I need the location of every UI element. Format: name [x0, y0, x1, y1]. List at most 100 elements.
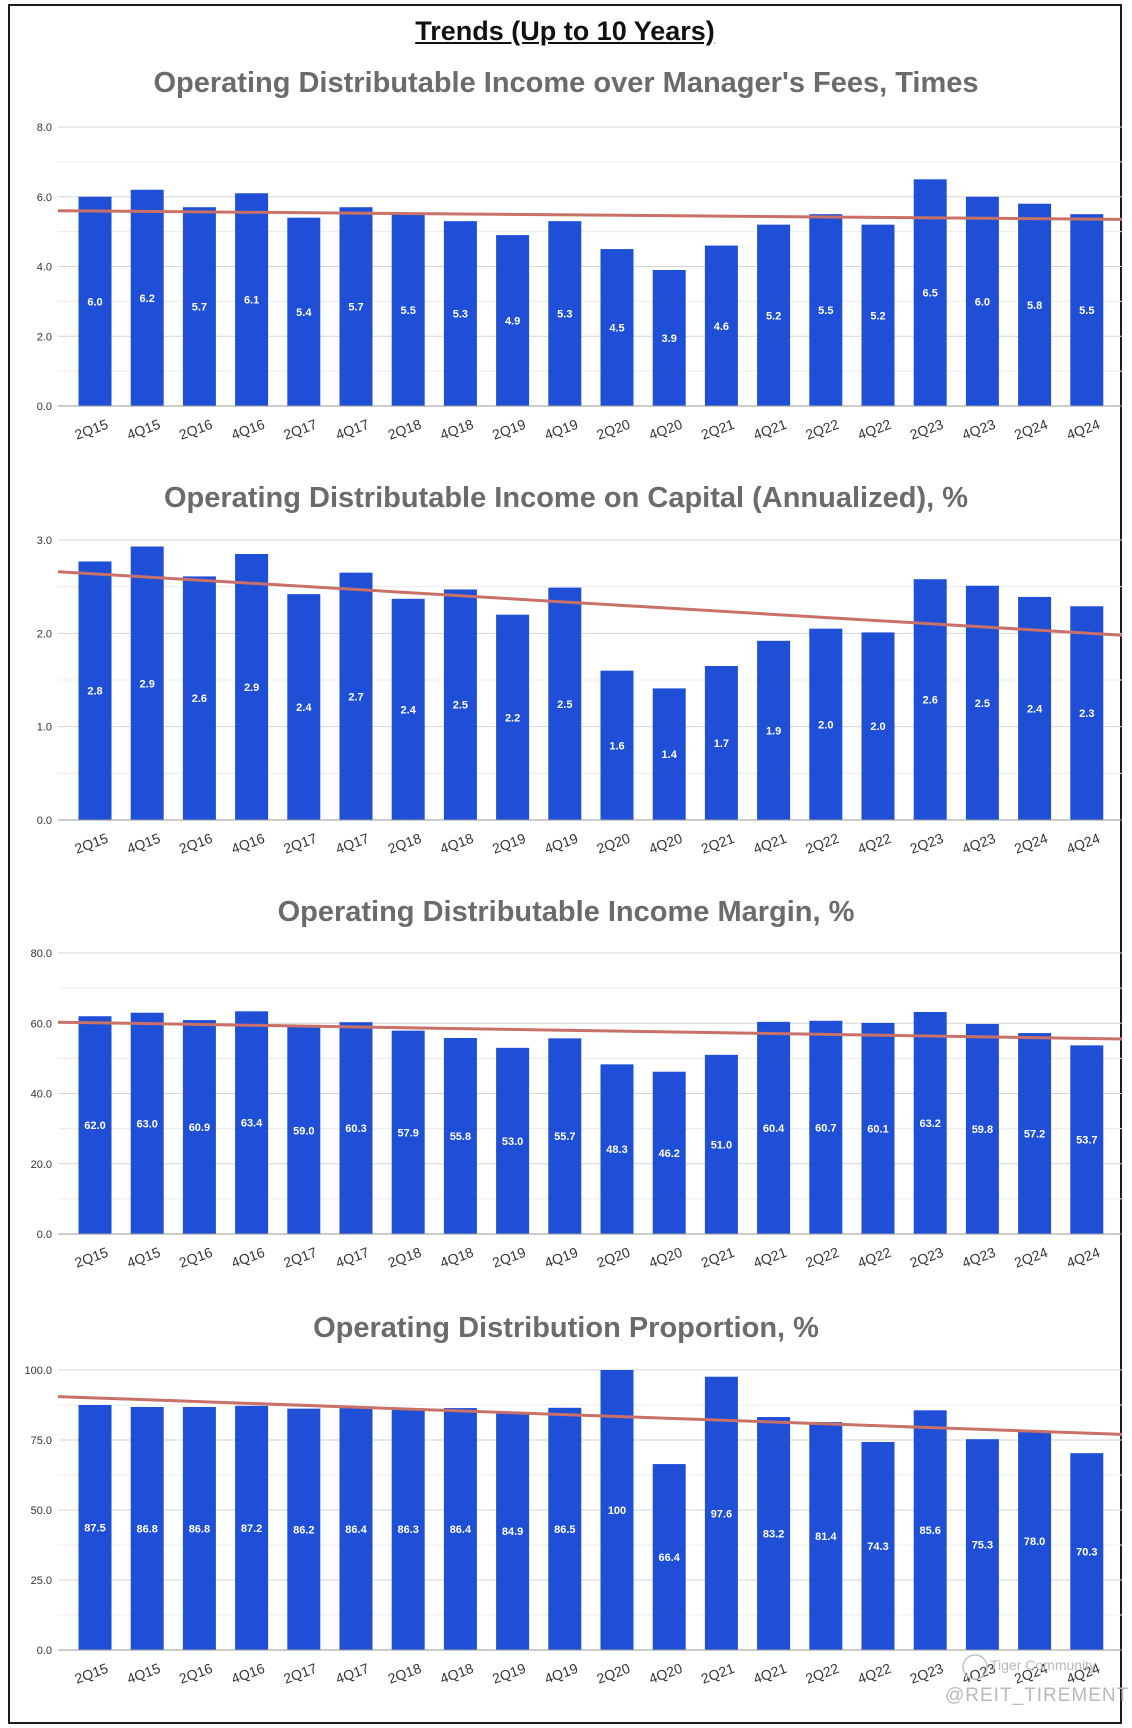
chart-4-data-label: 75.3 [972, 1540, 993, 1552]
chart-2-bar-4Q17 [339, 572, 373, 820]
chart-2-xtick-label: 2Q24 [1012, 830, 1050, 857]
chart-3-bar-2Q19 [496, 1047, 530, 1234]
chart-2-ytick-label: 0.0 [37, 815, 52, 827]
chart-3-trendline [57, 1020, 1123, 1041]
chart-1-data-label: 6.0 [87, 296, 102, 308]
chart-1-xtick-label: 4Q23 [960, 416, 998, 443]
chart-4-xtick-label: 2Q18 [386, 1660, 424, 1687]
chart-1-bar-2Q22 [809, 214, 843, 406]
chart-2-ytick-label: 1.0 [37, 722, 52, 734]
chart-3-xtick-label: 2Q20 [594, 1244, 632, 1271]
chart-4-bar-2Q18 [391, 1408, 425, 1650]
chart-1-xtick-label: 4Q22 [855, 416, 893, 443]
chart-3-bar-2Q16 [182, 1020, 216, 1234]
chart-3-data-label: 59.8 [972, 1124, 993, 1136]
chart-1-data-label: 5.5 [818, 305, 833, 317]
chart-3-bar-4Q18 [443, 1038, 477, 1234]
chart-3-xtick-label: 4Q20 [647, 1244, 685, 1271]
chart-2-xtick-label: 4Q17 [333, 830, 371, 857]
chart-1-bar-4Q21 [757, 224, 791, 406]
chart-2-xtick-label: 4Q18 [438, 830, 476, 857]
chart-3-bar-2Q17 [287, 1026, 321, 1234]
chart-3-data-label: 60.3 [345, 1123, 366, 1135]
chart-2-xtick-label: 2Q23 [908, 830, 946, 857]
chart-2-bar-2Q22 [809, 628, 843, 820]
chart-4-data-label: 81.4 [815, 1531, 837, 1543]
chart-3-title: Operating Distributable Income Margin, % [278, 896, 855, 928]
chart-4-ytick-label: 75.0 [31, 1435, 52, 1447]
chart-4-xtick-label: 2Q17 [281, 1660, 319, 1687]
chart-1-bar-2Q21 [704, 245, 738, 406]
chart-4-title: Operating Distribution Proportion, % [313, 1312, 819, 1344]
chart-1-data-label: 5.4 [296, 307, 312, 319]
chart-3-xtick-label: 2Q21 [699, 1244, 737, 1271]
chart-1-xtick-label: 2Q20 [594, 416, 632, 443]
chart-2-bar-4Q22 [861, 632, 895, 820]
chart-4-data-label: 86.8 [136, 1523, 157, 1535]
chart-4-data-label: 85.6 [919, 1525, 940, 1537]
chart-2-bar-2Q21 [704, 666, 738, 820]
chart-4-bar-4Q15 [130, 1406, 164, 1650]
chart-3-data-label: 51.0 [711, 1139, 732, 1151]
chart-4-bar-4Q19 [548, 1407, 582, 1650]
chart-4-xtick-label: 2Q22 [803, 1660, 841, 1687]
chart-1-data-label: 5.8 [1027, 300, 1042, 312]
chart-2-xtick-label: 4Q23 [960, 830, 998, 857]
watermark-logo-icon [962, 1654, 988, 1680]
chart-4-bar-2Q17 [287, 1408, 321, 1650]
chart-2-data-label: 2.7 [348, 691, 363, 703]
chart-4-xtick-label: 2Q20 [594, 1660, 632, 1687]
chart-2-data-label: 2.6 [923, 695, 938, 707]
chart-2-bar-4Q21 [757, 640, 791, 820]
chart-2-xtick-label: 2Q20 [594, 830, 632, 857]
chart-1-data-label: 6.0 [975, 296, 990, 308]
chart-2-data-label: 2.4 [296, 702, 312, 714]
chart-4-ytick-label: 100.0 [24, 1365, 52, 1377]
chart-4-xtick-label: 4Q15 [125, 1660, 163, 1687]
chart-2-xtick-label: 4Q21 [751, 830, 789, 857]
chart-4-data-label: 86.2 [293, 1524, 314, 1536]
chart-4-bar-4Q21 [757, 1417, 791, 1650]
chart-2-xtick-label: 4Q20 [647, 830, 685, 857]
chart-3-data-label: 60.4 [763, 1123, 785, 1135]
chart-4-xtick-label: 2Q21 [699, 1660, 737, 1687]
chart-1-xtick-label: 2Q19 [490, 416, 528, 443]
chart-2-xtick-label: 4Q16 [229, 830, 267, 857]
chart-1-bar-2Q24 [1018, 203, 1052, 406]
chart-1-trendline [57, 209, 1123, 221]
chart-3-bar-2Q21 [704, 1054, 738, 1234]
chart-4-data-label: 86.4 [345, 1524, 367, 1536]
chart-2-bar-2Q23 [913, 579, 947, 820]
chart-4-xtick-label: 4Q21 [751, 1660, 789, 1687]
chart-2-bar-2Q19 [496, 614, 530, 820]
chart-2-bar-4Q20 [652, 688, 686, 820]
chart-4-trendline [57, 1395, 1123, 1436]
chart-3-bar-4Q17 [339, 1022, 373, 1234]
chart-4-bar-4Q17 [339, 1408, 373, 1650]
chart-4-data-label: 87.5 [84, 1523, 105, 1535]
chart-4-bar-2Q15 [78, 1405, 112, 1650]
chart-2-xtick-label: 4Q22 [855, 830, 893, 857]
chart-3-xtick-label: 2Q22 [803, 1244, 841, 1271]
chart-1-ytick-label: 4.0 [37, 262, 52, 274]
chart-4-xtick-label: 4Q18 [438, 1660, 476, 1687]
chart-3-bar-4Q20 [652, 1071, 686, 1234]
chart-3-data-label: 60.1 [867, 1123, 888, 1135]
chart-1-data-label: 5.7 [348, 302, 363, 314]
chart-2-data-label: 2.9 [244, 682, 259, 694]
chart-3-data-label: 48.3 [606, 1144, 627, 1156]
chart-2-xtick-label: 2Q19 [490, 830, 528, 857]
chart-1-ytick-label: 8.0 [37, 122, 52, 134]
chart-4-xtick-label: 4Q22 [855, 1660, 893, 1687]
chart-2-bar-2Q16 [182, 576, 216, 820]
chart-2-bar-2Q18 [391, 598, 425, 820]
chart-1-xtick-label: 2Q16 [177, 416, 215, 443]
chart-3-bar-4Q19 [548, 1038, 582, 1234]
chart-2-xtick-label: 4Q15 [125, 830, 163, 857]
chart-3-bar-2Q20 [600, 1064, 634, 1234]
chart-1-xtick-label: 4Q16 [229, 416, 267, 443]
chart-4-xtick-label: 4Q16 [229, 1660, 267, 1687]
chart-4-data-label: 86.8 [189, 1523, 210, 1535]
chart-2-xtick-label: 4Q19 [542, 830, 580, 857]
chart-1-data-label: 4.9 [505, 316, 520, 328]
